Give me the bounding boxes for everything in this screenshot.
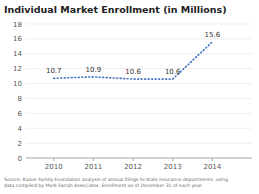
source-line: Source: Kaiser Family Foundation analysi… [4,177,228,182]
x-tick [172,158,173,161]
grid-line [26,128,252,129]
title: Individual Market Enrollment (in Million… [4,4,227,15]
grid-line [26,143,252,144]
data-label: 10.6 [165,68,181,76]
y-tick-label: 6 [18,110,23,118]
y-tick-label: 4 [18,125,23,133]
y-tick-label: 16 [13,35,22,43]
source-line: data compiled by Mark Farrah Associates.… [4,183,203,188]
x-tick-label: 2012 [124,163,142,171]
line [54,42,213,79]
grid-line [26,83,252,84]
y-tick-label: 10 [13,80,22,88]
y-tick-label: 0 [18,155,22,163]
x-tick-label: 2010 [45,163,63,171]
x-tick [133,158,134,161]
x-tick-label: 2011 [84,163,102,171]
x-tick-label: 2014 [203,163,221,171]
y-tick-label: 14 [13,50,22,58]
grid-line [26,113,252,114]
y-tick-label: 8 [18,95,22,103]
y-tick-label: 18 [13,21,22,29]
y-tick-label: 2 [18,140,22,148]
chart: Individual Market Enrollment (in Million… [0,0,259,194]
x-tick [212,158,213,161]
y-tick-label: 12 [13,65,22,73]
grid-line [26,158,252,159]
data-label: 10.9 [86,66,102,74]
x-tick [93,158,94,161]
x-tick [53,158,54,161]
x-tick-label: 2013 [164,163,182,171]
grid-line [26,98,252,99]
grid-line [26,53,252,54]
data-label: 15.6 [205,31,221,39]
source-note: Source: Kaiser Family Foundation analysi… [4,177,228,188]
data-label: 10.6 [125,68,141,76]
x-axis-line [26,158,252,159]
data-label: 10.7 [46,67,62,75]
grid-line [26,24,252,25]
plot-area [54,42,213,79]
